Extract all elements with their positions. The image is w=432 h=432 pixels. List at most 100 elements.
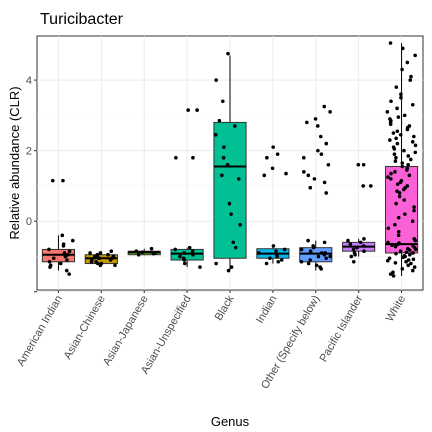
data-point [225, 162, 230, 167]
data-point [393, 261, 398, 265]
data-point [361, 162, 366, 167]
data-point [257, 251, 261, 255]
x-tick-label: Indian [254, 294, 279, 326]
data-point [362, 237, 366, 241]
data-point [353, 252, 357, 257]
chart-title: Turicibacter [40, 11, 124, 28]
data-point [410, 102, 415, 107]
data-point [98, 263, 103, 268]
data-point [397, 191, 402, 195]
data-point [67, 249, 72, 253]
data-point [411, 257, 416, 262]
data-point [308, 249, 313, 253]
data-point [320, 251, 324, 255]
data-point [400, 161, 405, 165]
data-point [399, 92, 403, 97]
data-point [326, 162, 331, 167]
data-point [413, 238, 418, 243]
data-point [393, 159, 398, 164]
data-point [386, 258, 390, 263]
data-point [351, 247, 356, 252]
data-point [388, 272, 393, 276]
data-point [400, 67, 404, 72]
data-point [265, 155, 269, 160]
data-point [214, 78, 218, 82]
x-tick-label: Asian-Japanese [101, 294, 151, 368]
data-point [388, 138, 392, 142]
data-point [236, 177, 241, 181]
data-point [393, 170, 397, 174]
data-point [410, 219, 415, 224]
data-point [412, 208, 416, 213]
data-point [274, 249, 278, 253]
data-point [401, 255, 406, 259]
data-point [413, 150, 418, 155]
data-point [315, 124, 320, 128]
box-iqr [213, 121, 247, 259]
data-point [395, 182, 400, 186]
data-point [213, 132, 218, 137]
x-tick-label: Asian-Chinese [62, 294, 108, 362]
data-point [406, 162, 410, 167]
data-point [113, 263, 117, 268]
data-point [412, 265, 417, 269]
data-point [392, 152, 397, 156]
box-black [213, 55, 247, 271]
data-point [348, 242, 353, 246]
data-point [227, 201, 232, 206]
data-point [134, 249, 139, 253]
data-point [328, 254, 332, 259]
data-point [351, 259, 356, 264]
data-point [173, 247, 178, 252]
data-point [397, 194, 402, 199]
data-point [409, 261, 413, 266]
data-point [322, 180, 327, 185]
y-tick-label: 2 [26, 146, 32, 158]
data-point [406, 154, 411, 158]
data-point [400, 164, 405, 169]
data-point [63, 254, 68, 259]
data-point [93, 254, 97, 259]
data-point [386, 240, 390, 245]
data-point [388, 41, 393, 45]
data-point [50, 178, 55, 183]
data-point [406, 263, 410, 268]
data-point [316, 254, 321, 259]
data-point [394, 201, 398, 206]
data-point [391, 131, 396, 135]
data-point [396, 115, 401, 119]
data-point [275, 152, 280, 156]
data-point [214, 261, 218, 266]
data-point [355, 245, 359, 250]
data-point [346, 238, 350, 243]
data-point [279, 258, 284, 262]
data-point [231, 240, 236, 245]
data-point [264, 261, 269, 266]
data-point [226, 268, 231, 273]
data-point [306, 238, 310, 243]
data-point [361, 184, 365, 188]
data-point [361, 244, 366, 248]
data-point [313, 117, 318, 121]
data-point [398, 180, 403, 185]
data-point [396, 215, 401, 220]
data-point [47, 247, 51, 252]
x-tick-label: Pacific Islander [318, 293, 366, 364]
data-point [275, 254, 280, 259]
data-point [71, 238, 75, 243]
data-point [413, 53, 417, 58]
data-point [299, 259, 304, 264]
box-iqr [170, 248, 204, 261]
box-indian [256, 245, 290, 264]
data-point [61, 178, 65, 183]
data-point [413, 247, 418, 252]
data-point [389, 171, 393, 176]
data-point [368, 184, 373, 188]
data-point [226, 51, 230, 56]
data-point [398, 249, 403, 253]
data-point [395, 141, 400, 146]
data-point [308, 185, 313, 190]
data-point [410, 268, 415, 273]
data-point [302, 170, 306, 174]
data-point [311, 245, 316, 250]
